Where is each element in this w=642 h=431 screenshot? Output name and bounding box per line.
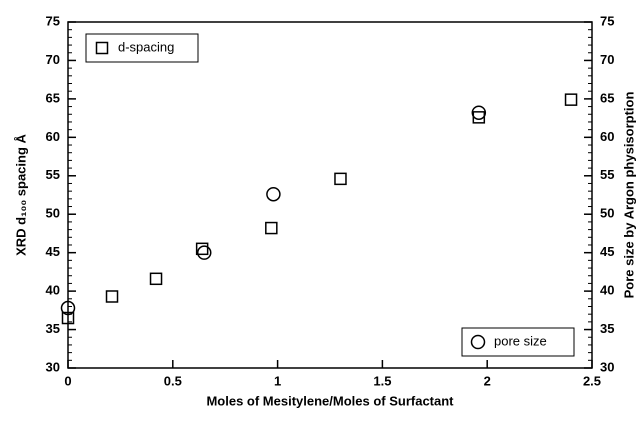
x-axis-title: Moles of Mesitylene/Moles of Surfactant bbox=[206, 393, 454, 408]
y2-tick-label: 60 bbox=[600, 129, 614, 144]
x-tick-label: 1.5 bbox=[373, 373, 391, 388]
point bbox=[196, 245, 212, 260]
y-tick-label: 30 bbox=[46, 359, 60, 374]
x-tick-label: 0.5 bbox=[164, 373, 182, 388]
y-tick-label: 55 bbox=[46, 167, 60, 182]
legend-marker bbox=[470, 334, 486, 350]
legend-box bbox=[461, 327, 575, 357]
point bbox=[564, 93, 578, 106]
point bbox=[471, 105, 487, 120]
legend-marker bbox=[95, 41, 109, 55]
point bbox=[266, 186, 281, 202]
y2-tick-label: 75 bbox=[600, 13, 614, 28]
y-tick-label: 65 bbox=[46, 90, 60, 105]
point bbox=[61, 311, 75, 325]
y-tick-label: 75 bbox=[46, 13, 60, 28]
y2-tick-label: 55 bbox=[600, 167, 614, 182]
point bbox=[60, 300, 76, 316]
y2-tick-label: 45 bbox=[600, 244, 614, 259]
legend-box bbox=[85, 33, 199, 63]
y2-axis-title: Pore size by Argon physisorption bbox=[621, 92, 636, 299]
y-tick-label: 35 bbox=[46, 321, 60, 336]
y2-tick-label: 35 bbox=[600, 321, 614, 336]
point bbox=[149, 272, 163, 286]
y-tick-label: 50 bbox=[46, 206, 60, 221]
x-tick-label: 0 bbox=[64, 373, 71, 388]
y-tick-label: 40 bbox=[46, 283, 60, 298]
y2-tick-label: 70 bbox=[600, 52, 614, 67]
x-tick-label: 1 bbox=[274, 373, 281, 388]
plot-frame bbox=[67, 21, 593, 369]
y2-tick-label: 65 bbox=[600, 90, 614, 105]
y-tick-label: 45 bbox=[46, 244, 60, 259]
y-axis-title: XRD d₁₀₀ spacing Å bbox=[13, 133, 28, 255]
y2-tick-label: 40 bbox=[600, 283, 614, 298]
point bbox=[105, 290, 119, 303]
y2-tick-label: 50 bbox=[600, 206, 614, 221]
legend-label: d-spacing bbox=[118, 39, 174, 54]
x-tick-label: 2 bbox=[484, 373, 491, 388]
point bbox=[334, 172, 347, 186]
point bbox=[265, 221, 278, 235]
x-tick-label: 2.5 bbox=[583, 373, 601, 388]
y-tick-label: 60 bbox=[46, 129, 60, 144]
y2-tick-label: 30 bbox=[600, 359, 614, 374]
y-tick-label: 70 bbox=[46, 52, 60, 67]
point bbox=[195, 242, 209, 256]
legend-label: pore size bbox=[494, 333, 547, 348]
